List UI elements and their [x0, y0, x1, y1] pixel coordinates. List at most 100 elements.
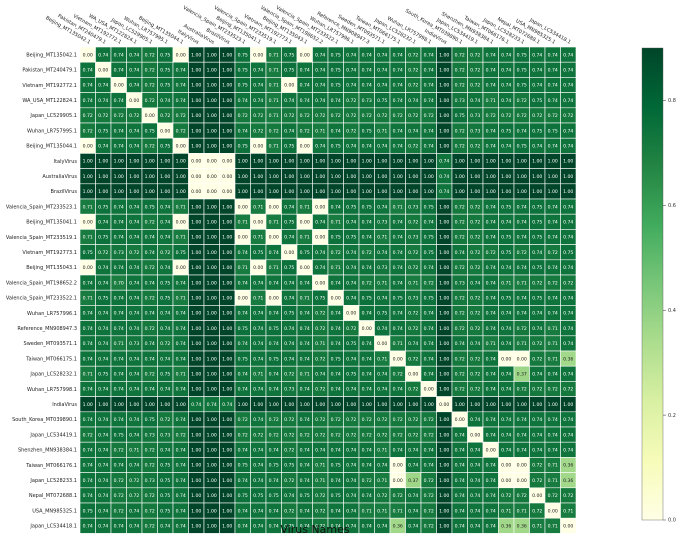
cell-value-label: 0.74 — [114, 265, 124, 271]
cell-value-label: 0.72 — [455, 265, 465, 271]
cell-value-label: 1.00 — [222, 235, 232, 241]
cell-value-label: 0.75 — [501, 296, 511, 302]
cell-value-label: 0.74 — [83, 341, 93, 347]
cell-value-label: 0.00 — [176, 220, 186, 226]
cell-value-label: 0.00 — [362, 326, 372, 332]
cell-value-label: 0.72 — [393, 417, 403, 423]
cell-value-label: 0.75 — [300, 250, 310, 256]
cell-value-label: 0.74 — [253, 68, 263, 74]
cell-value-label: 0.75 — [532, 220, 542, 226]
cell-value-label: 0.72 — [114, 508, 124, 514]
cell-value-label: 1.00 — [548, 174, 558, 180]
cell-value-label: 0.74 — [315, 250, 325, 256]
cell-value-label: 1.00 — [207, 235, 217, 241]
cell-value-label: 1.00 — [393, 159, 403, 165]
cell-value-label: 0.74 — [486, 68, 496, 74]
cell-value-label: 0.74 — [563, 128, 573, 134]
cell-value-label: 1.00 — [222, 417, 232, 423]
cell-value-label: 1.00 — [331, 189, 341, 195]
row-label: South_Korea_MT039890.1 — [12, 417, 77, 423]
cell-value-label: 1.00 — [176, 189, 186, 195]
cell-value-label: 1.00 — [191, 296, 201, 302]
cell-value-label: 0.74 — [114, 524, 124, 530]
cell-value-label: 0.75 — [238, 52, 248, 58]
cell-value-label: 0.74 — [83, 83, 93, 89]
cell-value-label: 0.74 — [129, 265, 139, 271]
cell-value-label: 1.00 — [207, 524, 217, 530]
cell-value-label: 0.74 — [532, 432, 542, 438]
cell-value-label: 0.74 — [114, 326, 124, 332]
cell-value-label: 1.00 — [346, 159, 356, 165]
cell-value-label: 0.75 — [563, 250, 573, 256]
cell-value-label: 0.75 — [517, 144, 527, 150]
cell-value-label: 0.74 — [563, 417, 573, 423]
cell-value-label: 0.74 — [284, 128, 294, 134]
cell-value-label: 0.71 — [377, 280, 387, 286]
cell-value-label: 0.72 — [455, 68, 465, 74]
cell-value-label: 0.71 — [393, 204, 403, 210]
row-label: AustraliaVirus — [42, 174, 77, 180]
cell-value-label: 0.74 — [160, 326, 170, 332]
cell-value-label: 1.00 — [129, 189, 139, 195]
cell-value-label: 0.00 — [98, 68, 108, 74]
cell-value-label: 0.74 — [98, 265, 108, 271]
cell-value-label: 1.00 — [83, 159, 93, 165]
cell-value-label: 0.73 — [470, 113, 480, 119]
column-labels: Beijing_MT135042.1Pakistan_MT240479.1Vie… — [44, 5, 571, 46]
row-label: Valencia_Spain_MT198652.2 — [6, 280, 77, 286]
cell-value-label: 0.72 — [160, 250, 170, 256]
cell-value-label: 0.74 — [532, 250, 542, 256]
cell-value-label: 1.00 — [238, 174, 248, 180]
cell-value-label: 0.72 — [517, 98, 527, 104]
cell-value-label: 0.74 — [501, 448, 511, 454]
row-label: Beijing_MT135044.1 — [26, 144, 77, 150]
cell-value-label: 0.74 — [501, 265, 511, 271]
cell-value-label: 0.00 — [207, 174, 217, 180]
cell-value-label: 0.74 — [517, 432, 527, 438]
cell-value-label: 0.71 — [269, 68, 279, 74]
cell-value-label: 0.75 — [331, 235, 341, 241]
cell-value-label: 1.00 — [439, 235, 449, 241]
cell-value-label: 1.00 — [191, 83, 201, 89]
cell-value-label: 0.74 — [393, 98, 403, 104]
cell-value-label: 0.72 — [563, 387, 573, 393]
cell-value-label: 1.00 — [98, 174, 108, 180]
cell-value-label: 0.74 — [331, 478, 341, 484]
cell-value-label: 0.71 — [238, 265, 248, 271]
cell-value-label: 0.37 — [408, 478, 418, 484]
cell-value-label: 0.72 — [563, 493, 573, 499]
cell-value-label: 0.72 — [362, 432, 372, 438]
cell-value-label: 0.74 — [129, 326, 139, 332]
cell-value-label: 0.74 — [315, 372, 325, 378]
cell-value-label: 0.00 — [83, 265, 93, 271]
cell-value-label: 1.00 — [145, 189, 155, 195]
cell-value-label: 0.75 — [315, 296, 325, 302]
cell-value-label: 0.72 — [284, 113, 294, 119]
cell-value-label: 0.74 — [548, 296, 558, 302]
cell-value-label: 0.74 — [470, 463, 480, 469]
cell-value-label: 0.74 — [548, 83, 558, 89]
cell-value-label: 1.00 — [222, 144, 232, 150]
cell-value-label: 0.74 — [517, 417, 527, 423]
cell-value-label: 1.00 — [377, 402, 387, 408]
cell-value-label: 0.72 — [408, 83, 418, 89]
cell-value-label: 0.71 — [563, 508, 573, 514]
cell-value-label: 1.00 — [222, 250, 232, 256]
cell-value-label: 1.00 — [160, 174, 170, 180]
cell-value-label: 0.74 — [470, 524, 480, 530]
cell-value-label: 0.75 — [160, 280, 170, 286]
row-label: WA_USA_MT122824.1 — [22, 98, 77, 104]
cell-value-label: 1.00 — [424, 402, 434, 408]
cell-value-label: 1.00 — [207, 52, 217, 58]
cell-value-label: 1.00 — [439, 417, 449, 423]
cell-value-label: 0.00 — [517, 478, 527, 484]
cell-value-label: 0.72 — [83, 113, 93, 119]
cell-value-label: 0.72 — [346, 98, 356, 104]
cell-value-label: 0.75 — [253, 493, 263, 499]
cell-value-label: 0.75 — [284, 52, 294, 58]
cell-value-label: 0.71 — [253, 235, 263, 241]
cell-value-label: 0.74 — [408, 508, 418, 514]
cell-value-label: 0.72 — [331, 250, 341, 256]
cell-value-label: 0.74 — [129, 220, 139, 226]
cell-value-label: 0.72 — [424, 508, 434, 514]
